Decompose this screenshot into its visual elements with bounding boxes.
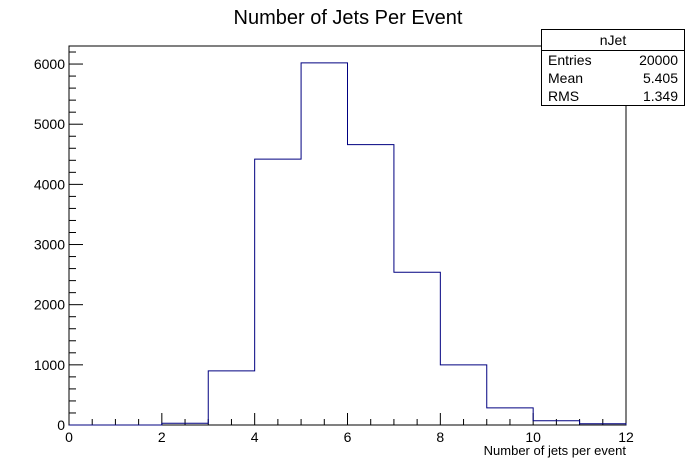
y-tick-label: 3000 — [34, 237, 65, 253]
y-tick-label: 2000 — [34, 297, 65, 313]
axis-tick-labels: 0 2 4 6 8 10 12 0 1000 2000 3000 4000 5000 6000 — [34, 56, 634, 445]
x-tick-label: 0 — [65, 429, 73, 445]
stats-value: 1.349 — [642, 88, 678, 104]
stats-row-entries: Entries 20000 — [542, 51, 684, 69]
stats-value: 5.405 — [642, 70, 678, 86]
histogram-outline — [69, 62, 627, 426]
stats-value: 20000 — [639, 52, 678, 68]
x-tick-label: 8 — [436, 429, 444, 445]
stats-title: nJet — [542, 30, 684, 51]
stats-row-mean: Mean 5.405 — [542, 69, 684, 87]
x-tick-label: 2 — [158, 429, 166, 445]
x-tick-label: 6 — [344, 429, 352, 445]
stats-label: RMS — [548, 88, 580, 104]
x-axis-label: Number of jets per event — [484, 443, 627, 458]
stats-label: Mean — [548, 70, 584, 86]
y-tick-label: 5000 — [34, 116, 65, 132]
stats-box: nJet Entries 20000 Mean 5.405 RMS 1.349 — [541, 29, 685, 106]
x-tick-label: 4 — [251, 429, 259, 445]
y-tick-label: 6000 — [34, 56, 65, 72]
y-tick-label: 0 — [57, 417, 65, 433]
x-tick-label: 12 — [618, 429, 634, 445]
y-tick-label: 1000 — [34, 357, 65, 373]
x-tick-label: 10 — [525, 429, 541, 445]
chart-title: Number of Jets Per Event — [234, 7, 463, 29]
y-tick-label: 4000 — [34, 176, 65, 192]
stats-label: Entries — [548, 52, 592, 68]
stats-row-rms: RMS 1.349 — [542, 87, 684, 105]
